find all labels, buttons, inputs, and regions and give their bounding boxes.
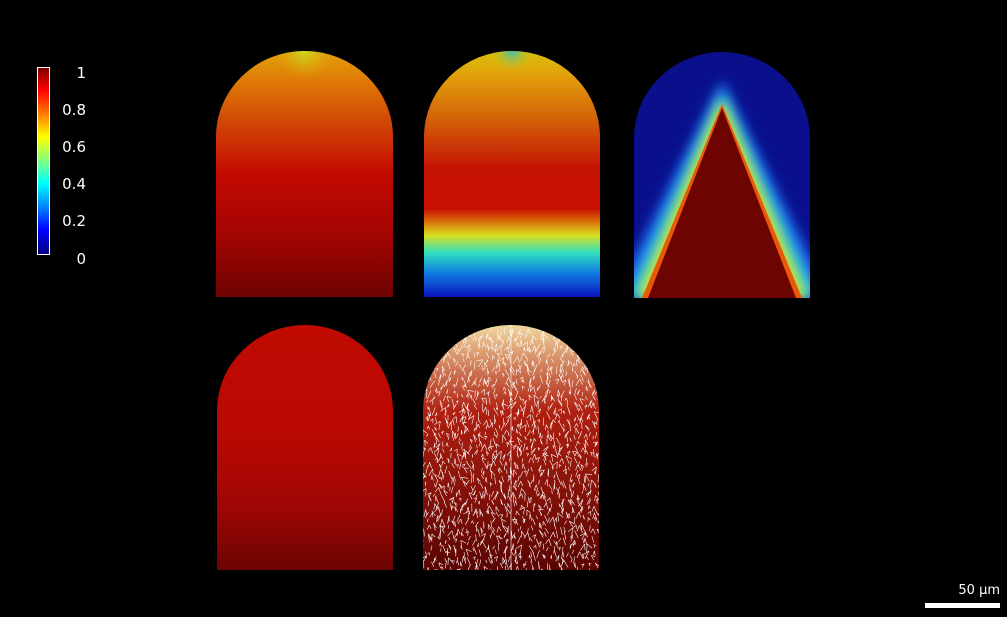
panel-top-left bbox=[216, 51, 393, 297]
colorbar-tick-label: 0.4 bbox=[62, 175, 86, 193]
colorbar-tick-label: 0 bbox=[76, 250, 86, 268]
colorbar-tick-label: 1 bbox=[76, 64, 86, 82]
panel-top-right bbox=[634, 52, 810, 298]
colorbar bbox=[37, 67, 50, 255]
panel-bottom-left bbox=[217, 325, 393, 570]
colorbar-tick-label: 0.2 bbox=[62, 212, 86, 230]
scalebar-label: 50 µm bbox=[958, 583, 1000, 598]
colorbar-tick-label: 0.8 bbox=[62, 101, 86, 119]
scalebar-line bbox=[925, 603, 1000, 608]
colorbar-tick-label: 0.6 bbox=[62, 138, 86, 156]
panel-bottom-middle bbox=[423, 325, 599, 570]
panel-top-middle bbox=[424, 51, 600, 297]
